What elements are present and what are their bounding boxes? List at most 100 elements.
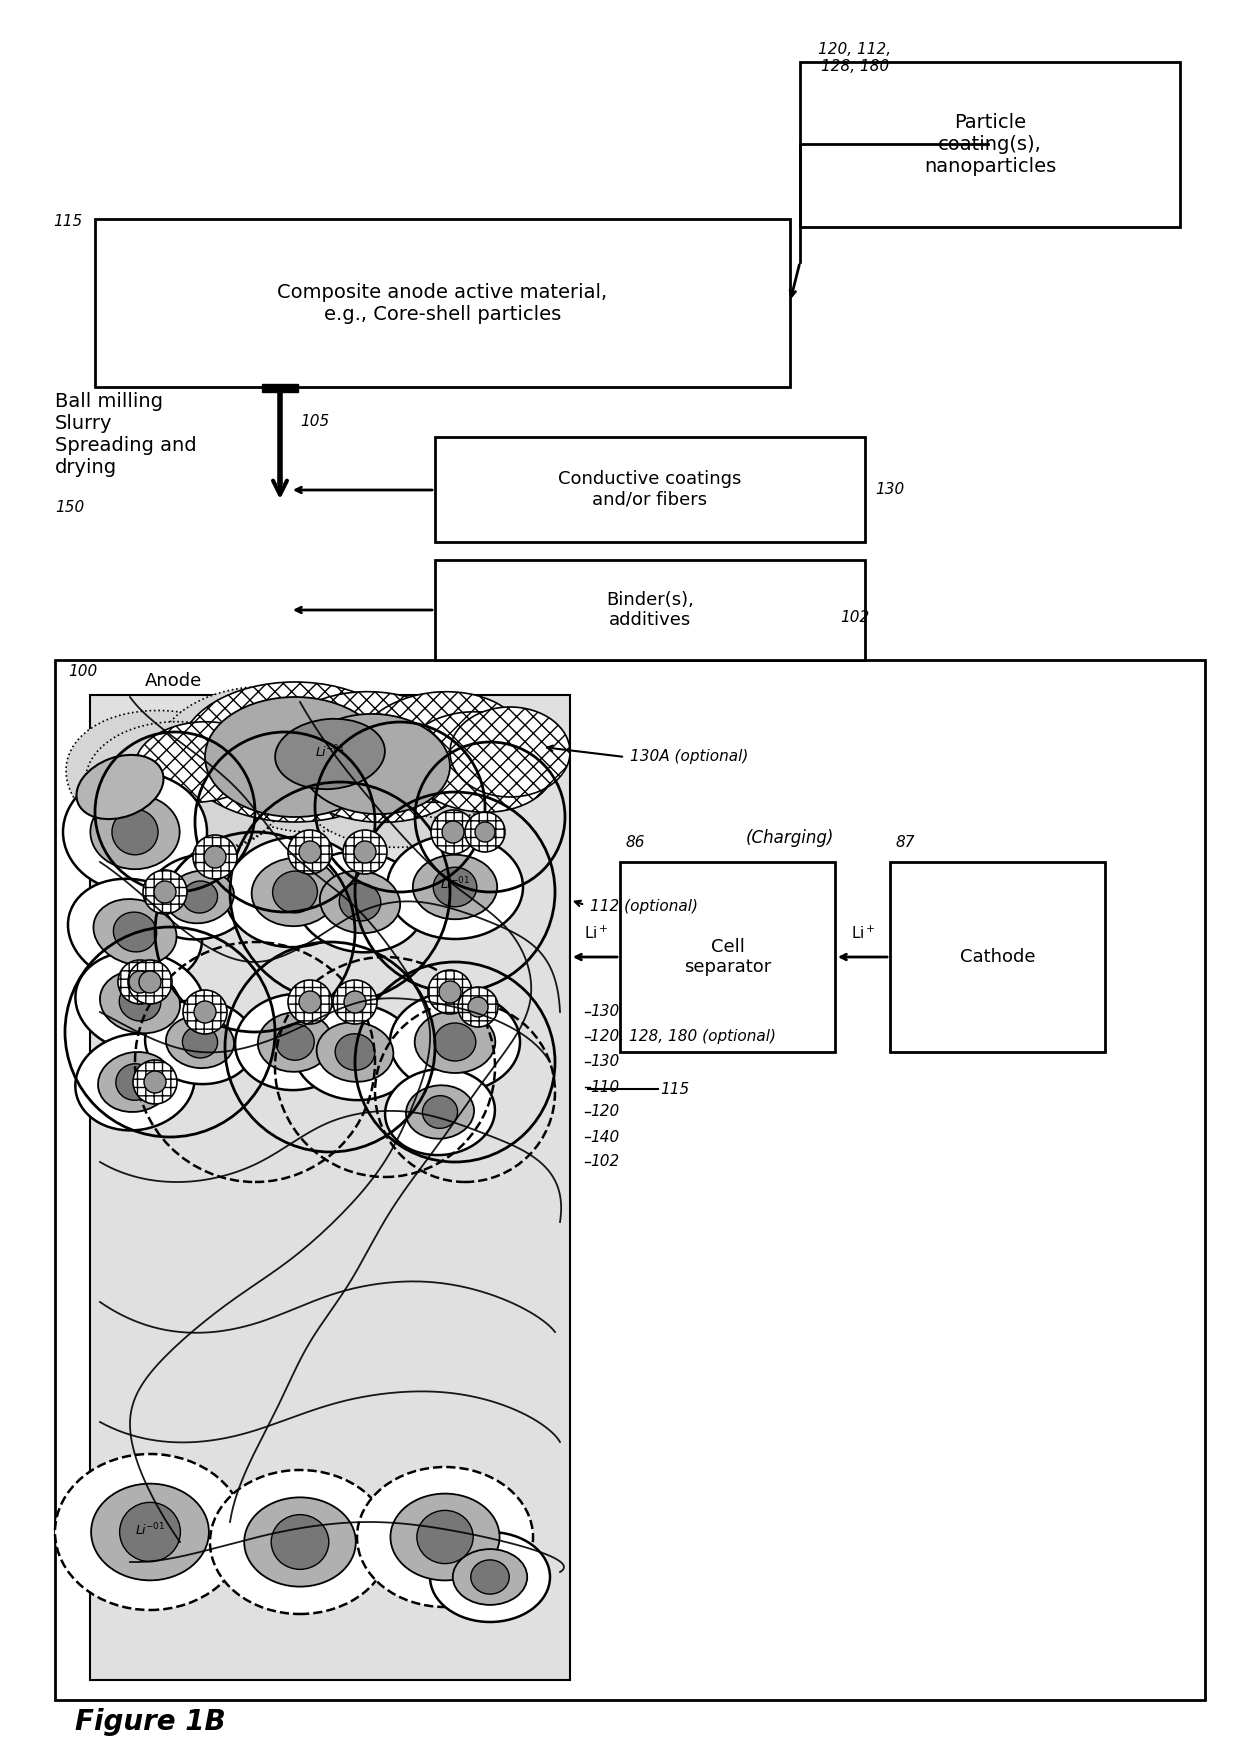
Text: 130: 130 bbox=[590, 1054, 619, 1070]
Ellipse shape bbox=[293, 1004, 417, 1099]
FancyBboxPatch shape bbox=[95, 218, 790, 388]
Ellipse shape bbox=[450, 707, 570, 796]
Ellipse shape bbox=[100, 971, 180, 1033]
Text: 100: 100 bbox=[68, 664, 97, 678]
Ellipse shape bbox=[386, 1070, 495, 1156]
Ellipse shape bbox=[119, 983, 161, 1020]
Text: (Charging): (Charging) bbox=[745, 828, 835, 848]
Text: 102: 102 bbox=[590, 1154, 619, 1170]
Ellipse shape bbox=[210, 1470, 391, 1614]
Ellipse shape bbox=[275, 692, 475, 823]
Text: Anode: Anode bbox=[145, 671, 202, 691]
Text: 112 (optional): 112 (optional) bbox=[590, 899, 698, 914]
Text: 115: 115 bbox=[660, 1082, 689, 1096]
Ellipse shape bbox=[236, 994, 355, 1091]
Circle shape bbox=[343, 990, 366, 1013]
Ellipse shape bbox=[98, 1052, 172, 1112]
Ellipse shape bbox=[272, 1515, 329, 1570]
Ellipse shape bbox=[55, 1454, 246, 1610]
Circle shape bbox=[343, 830, 387, 874]
Bar bbox=[262, 384, 298, 391]
Ellipse shape bbox=[320, 870, 401, 934]
Circle shape bbox=[154, 881, 176, 902]
FancyBboxPatch shape bbox=[91, 694, 570, 1679]
Circle shape bbox=[288, 980, 332, 1024]
Circle shape bbox=[193, 1001, 216, 1024]
Ellipse shape bbox=[405, 712, 554, 812]
Circle shape bbox=[439, 981, 461, 1003]
Ellipse shape bbox=[357, 1468, 533, 1607]
FancyBboxPatch shape bbox=[800, 62, 1180, 227]
Circle shape bbox=[118, 960, 162, 1004]
Circle shape bbox=[465, 812, 505, 853]
Ellipse shape bbox=[434, 1024, 476, 1061]
Ellipse shape bbox=[86, 722, 285, 853]
Text: 120, 128, 180 (optional): 120, 128, 180 (optional) bbox=[590, 1029, 776, 1045]
Text: 150: 150 bbox=[55, 499, 84, 515]
Circle shape bbox=[475, 823, 495, 842]
Ellipse shape bbox=[335, 1034, 374, 1070]
Ellipse shape bbox=[300, 714, 450, 814]
Circle shape bbox=[288, 830, 332, 874]
Text: 115: 115 bbox=[53, 215, 82, 229]
Ellipse shape bbox=[205, 698, 384, 818]
Ellipse shape bbox=[387, 835, 523, 939]
Text: 102: 102 bbox=[839, 610, 869, 624]
Ellipse shape bbox=[414, 1011, 495, 1073]
Text: Li$^{-01}$: Li$^{-01}$ bbox=[135, 1522, 165, 1538]
Ellipse shape bbox=[215, 712, 405, 832]
Ellipse shape bbox=[273, 870, 317, 913]
Text: 140: 140 bbox=[590, 1129, 619, 1145]
Circle shape bbox=[428, 971, 472, 1013]
Ellipse shape bbox=[76, 951, 205, 1052]
Text: 120, 112,
128, 180: 120, 112, 128, 180 bbox=[818, 42, 892, 74]
Circle shape bbox=[353, 840, 376, 863]
Ellipse shape bbox=[63, 772, 207, 892]
Ellipse shape bbox=[453, 1549, 527, 1605]
Circle shape bbox=[143, 870, 187, 914]
Text: 130A (optional): 130A (optional) bbox=[630, 749, 749, 765]
Ellipse shape bbox=[316, 1022, 393, 1082]
Text: 130: 130 bbox=[875, 483, 904, 497]
Ellipse shape bbox=[182, 1025, 217, 1057]
Ellipse shape bbox=[91, 1484, 208, 1581]
Ellipse shape bbox=[145, 855, 254, 939]
Text: Li$^+$: Li$^+$ bbox=[584, 925, 609, 943]
Text: 120: 120 bbox=[590, 1105, 619, 1119]
Circle shape bbox=[133, 1061, 177, 1105]
Ellipse shape bbox=[355, 692, 525, 802]
Ellipse shape bbox=[180, 682, 410, 823]
Ellipse shape bbox=[290, 717, 490, 848]
Ellipse shape bbox=[244, 1498, 356, 1586]
Text: Cell
separator: Cell separator bbox=[684, 937, 771, 976]
Circle shape bbox=[139, 971, 161, 994]
Text: Figure 1B: Figure 1B bbox=[74, 1707, 226, 1736]
Ellipse shape bbox=[76, 1034, 195, 1131]
Text: Particle
coating(s),
nanoparticles: Particle coating(s), nanoparticles bbox=[924, 113, 1056, 176]
Text: 86: 86 bbox=[625, 835, 645, 849]
Ellipse shape bbox=[252, 858, 339, 927]
Ellipse shape bbox=[66, 710, 284, 853]
FancyBboxPatch shape bbox=[435, 437, 866, 543]
Ellipse shape bbox=[77, 754, 164, 819]
Circle shape bbox=[129, 971, 151, 994]
Ellipse shape bbox=[145, 999, 255, 1084]
Text: Binder(s),
additives: Binder(s), additives bbox=[606, 590, 694, 629]
Ellipse shape bbox=[135, 722, 265, 802]
Ellipse shape bbox=[166, 1017, 234, 1068]
Ellipse shape bbox=[275, 1024, 314, 1061]
Circle shape bbox=[458, 987, 498, 1027]
Ellipse shape bbox=[340, 883, 381, 922]
Circle shape bbox=[128, 960, 172, 1004]
Circle shape bbox=[432, 811, 475, 855]
Ellipse shape bbox=[405, 1085, 474, 1138]
Text: Cathode: Cathode bbox=[960, 948, 1035, 966]
Circle shape bbox=[184, 990, 227, 1034]
Ellipse shape bbox=[93, 899, 176, 966]
FancyBboxPatch shape bbox=[55, 661, 1205, 1700]
Ellipse shape bbox=[115, 1064, 154, 1099]
Circle shape bbox=[299, 840, 321, 863]
FancyBboxPatch shape bbox=[620, 862, 835, 1052]
Circle shape bbox=[193, 835, 237, 879]
Ellipse shape bbox=[226, 837, 365, 948]
